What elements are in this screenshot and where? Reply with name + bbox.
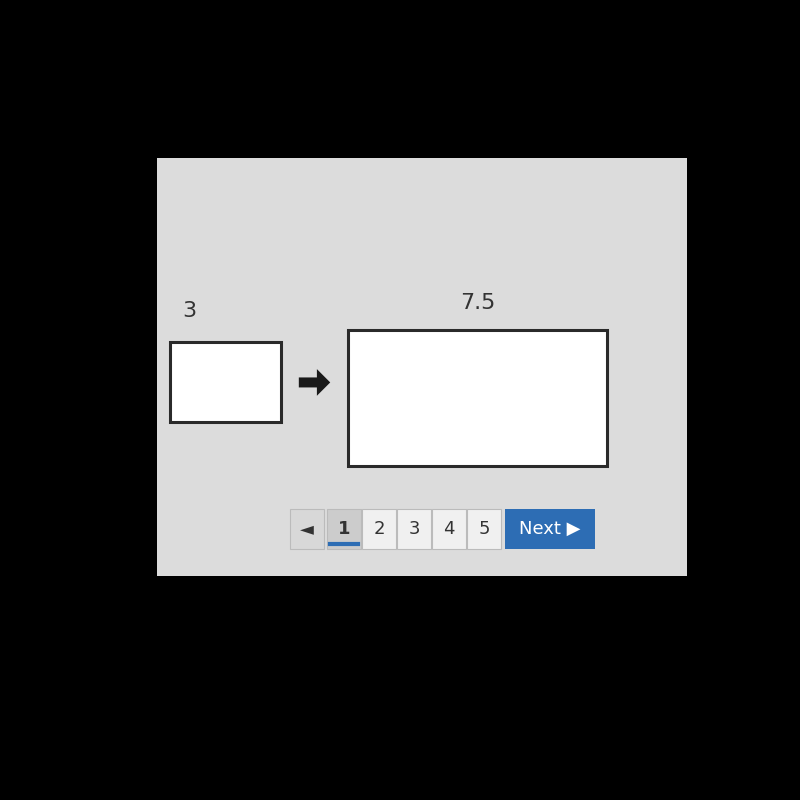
Text: 2: 2 (373, 520, 385, 538)
Text: 3: 3 (182, 301, 196, 321)
Text: 5: 5 (478, 520, 490, 538)
Text: 7.5: 7.5 (460, 293, 495, 313)
Bar (432, 509, 466, 549)
Text: 3: 3 (408, 520, 420, 538)
Bar (290, 509, 324, 549)
Bar (327, 509, 361, 549)
Bar (467, 509, 501, 549)
Bar (158, 158, 687, 577)
Bar (170, 342, 281, 422)
Text: Next ▶: Next ▶ (519, 520, 581, 538)
Bar (506, 509, 595, 549)
Text: ◄: ◄ (300, 520, 314, 538)
Bar (349, 330, 607, 466)
Text: 4: 4 (443, 520, 455, 538)
Bar (362, 509, 396, 549)
Text: 1: 1 (338, 520, 350, 538)
Bar (397, 509, 431, 549)
